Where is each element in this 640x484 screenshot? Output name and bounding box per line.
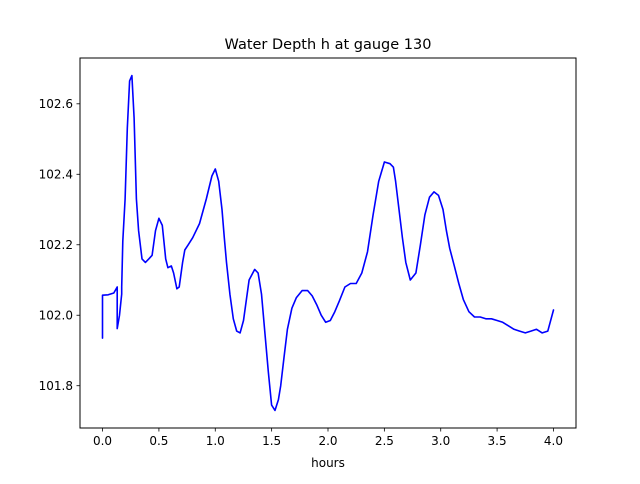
- x-axis: 0.0 0.5 1.0 1.5 2.0 2.5 3.0 3.5 4.0: [93, 428, 563, 448]
- y-tick-label: 102.0: [39, 309, 73, 323]
- plot-background: [80, 58, 576, 428]
- series-line: [101, 74, 555, 412]
- y-tick-label: 102.6: [39, 97, 73, 111]
- x-tick-label: 0.5: [149, 434, 168, 448]
- x-tick-label: 4.0: [544, 434, 563, 448]
- y-tick-label: 102.2: [39, 238, 73, 252]
- x-tick-label: 3.0: [431, 434, 450, 448]
- chart-title: Water Depth h at gauge 130: [225, 37, 432, 53]
- x-tick-label: 0.0: [93, 434, 112, 448]
- x-tick-label: 1.0: [206, 434, 225, 448]
- x-tick-label: 1.5: [262, 434, 281, 448]
- y-tick-label: 101.8: [39, 379, 73, 393]
- y-tick-label: 102.4: [39, 168, 73, 182]
- x-tick-label: 3.5: [488, 434, 507, 448]
- y-axis: 101.8 102.0 102.2 102.4 102.6: [39, 97, 80, 393]
- x-axis-label: hours: [311, 456, 345, 470]
- x-tick-label: 2.5: [375, 434, 394, 448]
- plot-area: [79, 57, 577, 429]
- x-tick-label: 2.0: [318, 434, 337, 448]
